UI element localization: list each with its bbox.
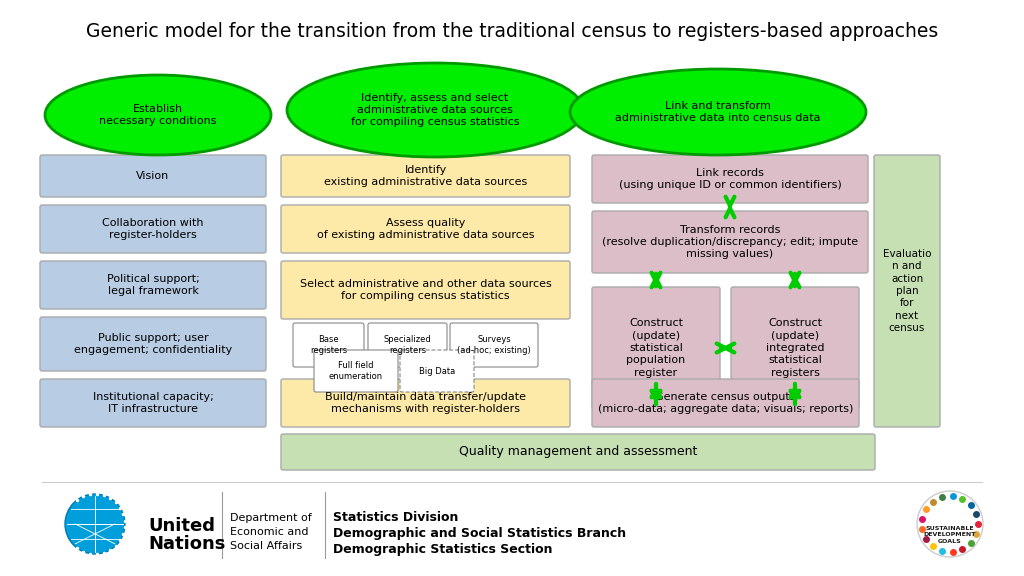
- FancyBboxPatch shape: [40, 205, 266, 253]
- Text: SUSTAINABLE
DEVELOPMENT
GOALS: SUSTAINABLE DEVELOPMENT GOALS: [924, 526, 976, 544]
- Text: Quality management and assessment: Quality management and assessment: [459, 445, 697, 458]
- Text: Construct
(update)
integrated
statistical
registers: Construct (update) integrated statistica…: [766, 318, 824, 378]
- Text: Big Data: Big Data: [419, 366, 455, 376]
- Text: Construct
(update)
statistical
population
register: Construct (update) statistical populatio…: [627, 318, 686, 378]
- FancyBboxPatch shape: [400, 350, 474, 392]
- FancyBboxPatch shape: [281, 155, 570, 197]
- Ellipse shape: [570, 69, 866, 155]
- Text: Generic model for the transition from the traditional census to registers-based : Generic model for the transition from th…: [86, 22, 938, 41]
- Text: Economic and: Economic and: [230, 527, 308, 537]
- Text: Generate census outputs
(micro-data; aggregate data; visuals; reports): Generate census outputs (micro-data; agg…: [598, 392, 853, 414]
- FancyBboxPatch shape: [592, 287, 720, 409]
- Text: Department of: Department of: [230, 513, 311, 523]
- Ellipse shape: [65, 494, 125, 554]
- FancyBboxPatch shape: [40, 317, 266, 371]
- FancyBboxPatch shape: [592, 211, 868, 273]
- Text: Base
registers: Base registers: [310, 335, 347, 355]
- FancyBboxPatch shape: [281, 434, 874, 470]
- FancyBboxPatch shape: [731, 287, 859, 409]
- FancyBboxPatch shape: [281, 205, 570, 253]
- Text: Institutional capacity;
IT infrastructure: Institutional capacity; IT infrastructur…: [92, 392, 213, 414]
- Text: Build/maintain data transfer/update
mechanisms with register-holders: Build/maintain data transfer/update mech…: [325, 392, 526, 414]
- Text: Link records
(using unique ID or common identifiers): Link records (using unique ID or common …: [618, 168, 842, 190]
- Text: Evaluatio
n and
action
plan
for
next
census: Evaluatio n and action plan for next cen…: [883, 249, 931, 333]
- FancyBboxPatch shape: [281, 379, 570, 427]
- Text: Specialized
registers: Specialized registers: [384, 335, 431, 355]
- Text: Demographic and Social Statistics Branch: Demographic and Social Statistics Branch: [333, 527, 626, 540]
- Ellipse shape: [45, 75, 271, 155]
- Text: Statistics Division: Statistics Division: [333, 511, 459, 524]
- FancyBboxPatch shape: [450, 323, 538, 367]
- Text: Assess quality
of existing administrative data sources: Assess quality of existing administrativ…: [316, 218, 535, 240]
- FancyBboxPatch shape: [293, 323, 364, 367]
- FancyBboxPatch shape: [592, 379, 859, 427]
- Ellipse shape: [918, 491, 983, 557]
- FancyBboxPatch shape: [40, 261, 266, 309]
- Text: United: United: [148, 517, 215, 535]
- Text: Political support;
legal framework: Political support; legal framework: [106, 274, 200, 296]
- Text: Select administrative and other data sources
for compiling census statistics: Select administrative and other data sou…: [300, 279, 551, 301]
- Text: Transform records
(resolve duplication/discrepancy; edit; impute
missing values): Transform records (resolve duplication/d…: [602, 225, 858, 259]
- FancyBboxPatch shape: [314, 350, 398, 392]
- Text: Nations: Nations: [148, 535, 225, 553]
- Text: Full field
enumeration: Full field enumeration: [329, 361, 383, 381]
- Text: Demographic Statistics Section: Demographic Statistics Section: [333, 543, 553, 556]
- FancyBboxPatch shape: [40, 379, 266, 427]
- Ellipse shape: [287, 63, 583, 157]
- Text: Collaboration with
register-holders: Collaboration with register-holders: [102, 218, 204, 240]
- Text: Link and transform
administrative data into census data: Link and transform administrative data i…: [615, 101, 821, 123]
- FancyBboxPatch shape: [592, 155, 868, 203]
- FancyBboxPatch shape: [40, 155, 266, 197]
- Text: Identify, assess and select
administrative data sources
for compiling census sta: Identify, assess and select administrati…: [350, 93, 519, 127]
- Text: Public support; user
engagement; confidentiality: Public support; user engagement; confide…: [74, 333, 232, 355]
- FancyBboxPatch shape: [281, 261, 570, 319]
- Text: Social Affairs: Social Affairs: [230, 541, 302, 551]
- Text: Vision: Vision: [136, 171, 170, 181]
- Text: Establish
necessary conditions: Establish necessary conditions: [99, 104, 217, 126]
- Text: Identify
existing administrative data sources: Identify existing administrative data so…: [324, 165, 527, 187]
- Text: Surveys
(ad-hoc; existing): Surveys (ad-hoc; existing): [457, 335, 530, 355]
- FancyBboxPatch shape: [368, 323, 447, 367]
- FancyBboxPatch shape: [874, 155, 940, 427]
